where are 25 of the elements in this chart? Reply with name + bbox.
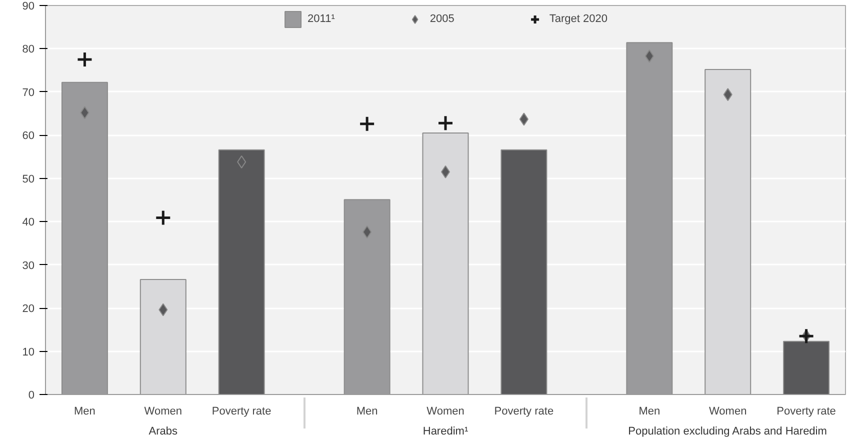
y-tick-label: 20 xyxy=(22,303,35,316)
x-tick-label: Men xyxy=(74,406,96,418)
x-tick-label: Poverty rate xyxy=(212,406,272,418)
y-tick-label: 70 xyxy=(22,86,35,99)
y-tick-label: 0 xyxy=(28,390,35,402)
text: Arabs xyxy=(148,426,178,438)
legend-label: 2005 xyxy=(430,13,454,25)
x-tick-label: Women xyxy=(426,406,464,418)
x-tick-label: Women xyxy=(709,406,747,418)
x-tick-label: Women xyxy=(144,406,182,418)
x-tick-label: Poverty rate xyxy=(494,406,554,418)
x-tick-label: Men xyxy=(356,406,378,418)
legend-label: Target 2020 xyxy=(549,13,608,25)
legend-label: 2011¹ xyxy=(308,13,335,25)
y-tick-label: 60 xyxy=(22,130,35,142)
y-tick-label: 80 xyxy=(22,44,35,56)
y-tick-label: 90 xyxy=(22,0,35,12)
text: Haredim¹ xyxy=(422,426,468,438)
x-tick-label: Poverty rate xyxy=(776,406,836,418)
y-tick-label: 40 xyxy=(22,216,35,229)
y-tick-label: 10 xyxy=(22,346,35,358)
x-tick-label: Men xyxy=(638,406,660,418)
y-tick-label: 30 xyxy=(22,260,35,272)
y-tick-label: 50 xyxy=(22,173,35,186)
text: Population excluding Arabs and Haredim xyxy=(628,426,827,438)
